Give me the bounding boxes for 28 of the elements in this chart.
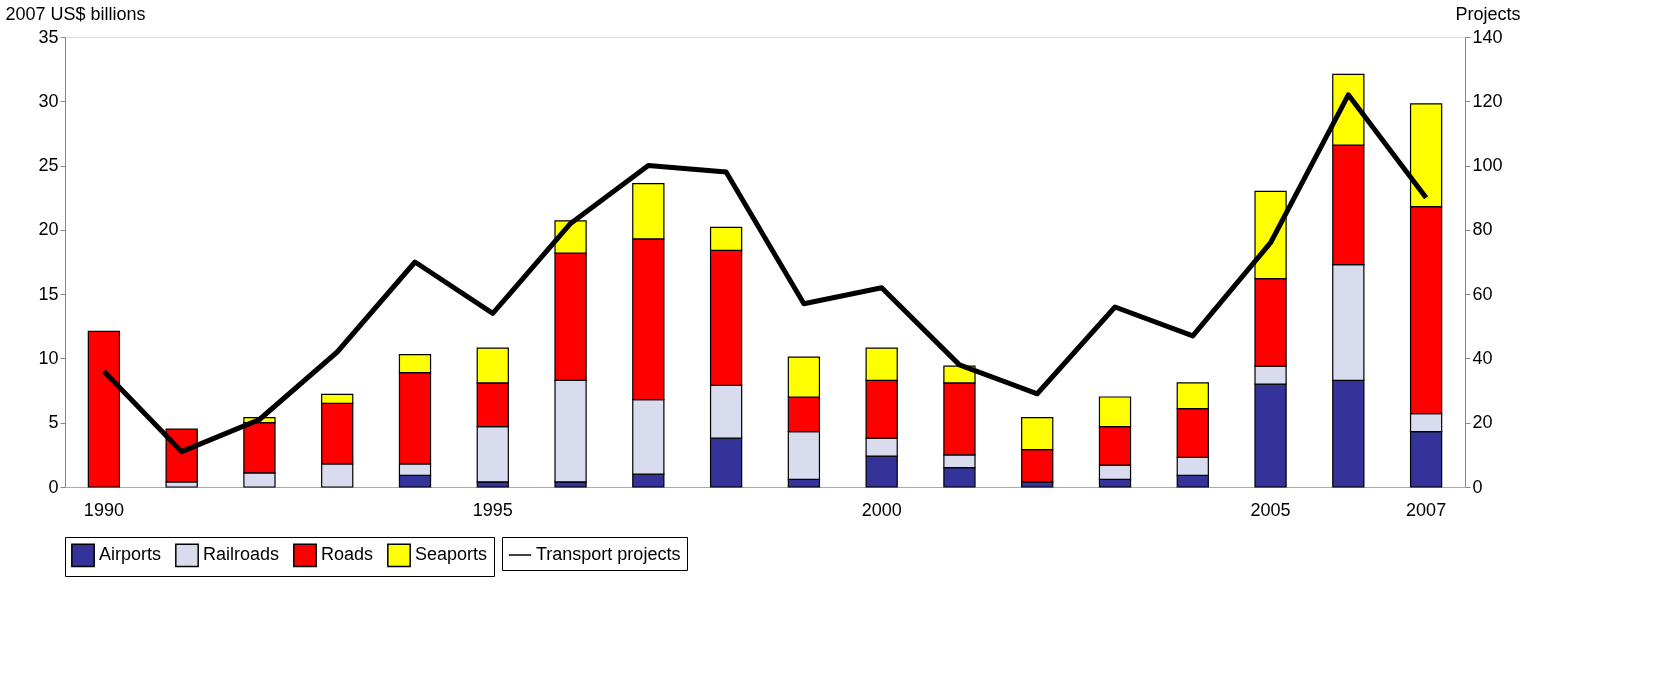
y-axis-title: 2007 US$ billions	[5, 3, 146, 24]
y-tick-label: 0	[48, 476, 59, 497]
legend-label: Railroads	[203, 544, 280, 565]
y2-tick-label: 140	[1472, 26, 1503, 47]
y2-tick-label: 40	[1472, 347, 1493, 368]
x-tick-label: 1995	[472, 499, 513, 520]
y-tick-label: 30	[38, 90, 59, 111]
legend-label: Roads	[321, 544, 374, 565]
x-tick-label: 2007	[1406, 499, 1447, 520]
y2-tick-label: 0	[1472, 476, 1483, 497]
y-tick-label: 15	[38, 283, 59, 304]
y-tick-label: 25	[38, 155, 59, 176]
legend-label: Airports	[99, 544, 162, 565]
legend-label: Seaports	[415, 544, 488, 565]
y2-axis-title: Projects	[1455, 3, 1521, 24]
x-tick-label: 1990	[83, 499, 124, 520]
y-tick-label: 5	[48, 412, 59, 433]
legend-label: Transport projects	[536, 544, 681, 564]
y-tick-label: 10	[38, 347, 59, 368]
y-tick-label: 35	[38, 26, 59, 47]
y2-tick-label: 80	[1472, 219, 1493, 240]
x-tick-label: 2000	[861, 499, 902, 520]
y2-tick-label: 100	[1472, 155, 1503, 176]
y2-tick-label: 120	[1472, 90, 1503, 111]
y-tick-label: 20	[38, 219, 59, 240]
y2-tick-label: 20	[1472, 412, 1493, 433]
x-tick-label: 2005	[1250, 499, 1291, 520]
y2-tick-label: 60	[1472, 283, 1493, 304]
